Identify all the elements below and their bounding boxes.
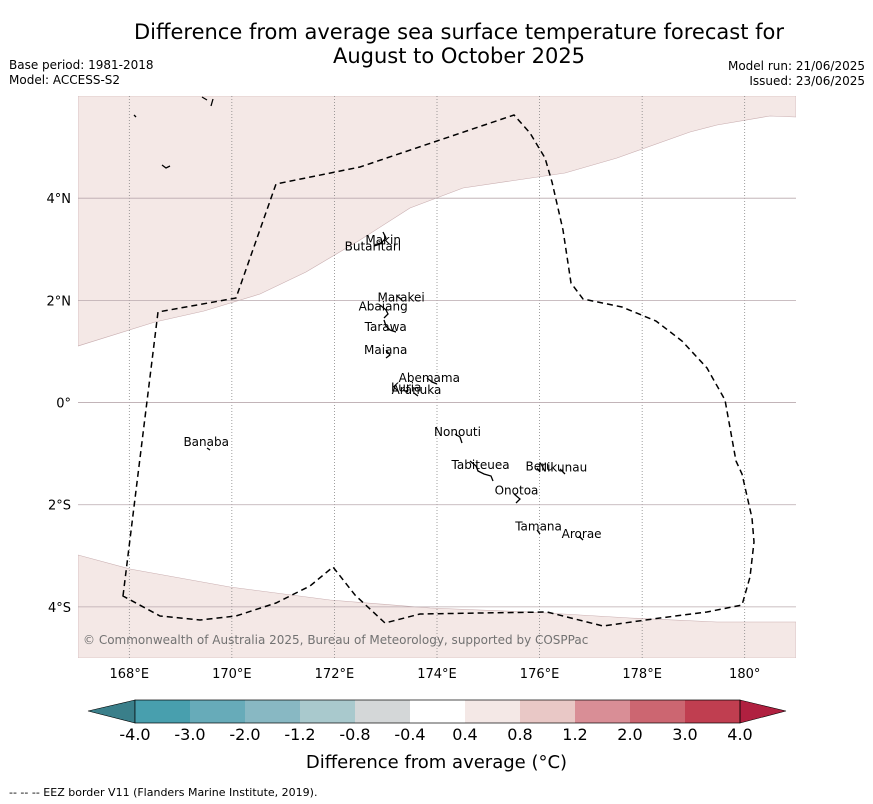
colorbar-tick-label: -0.8 [339,725,370,744]
colorbar-tick-label: -0.4 [394,725,425,744]
island-label: Abaiang [359,300,408,314]
island-label: Beru [525,459,553,473]
colorbar-bin [190,700,245,723]
lat-tick-label: 2°S [48,499,71,514]
island-label: Marakei [377,290,424,304]
colorbar-bin [135,700,190,723]
colorbar-bin [355,700,410,723]
lon-tick-label: 174°E [417,667,457,682]
island-label: Aranuka [392,383,442,397]
island-label: Tarawa [364,320,407,334]
warm-anomaly-region-north [78,96,796,347]
colorbar-tick-label: 2.0 [617,725,642,744]
issued-date: Issued: 23/06/2025 [749,74,865,88]
colorbar-bin [300,700,355,723]
colorbar-bin [520,700,575,723]
colorbar-outline [134,699,741,724]
island-label: Butaritari [345,239,402,253]
colorbar-tick-label: 1.2 [562,725,587,744]
colorbar-bin [410,700,465,723]
lon-tick-label: 178°E [622,667,662,682]
colorbar-tick-label: -4.0 [119,725,150,744]
colorbar: -4.0 -3.0 -2.0 -1.2 -0.8 -0.4 0.4 0.8 1.2 2.0 3.0 4… [87,699,787,744]
colorbar-tick-label: 3.0 [672,725,697,744]
colorbar-tick-label: -2.0 [229,725,260,744]
island-label: Nonouti [434,425,481,439]
colorbar-tick-label: 0.4 [452,725,477,744]
island-label: Abemama [399,371,460,385]
island-label: Nikunau [538,461,587,475]
island-label: Tamana [514,519,562,533]
island-label: Arorae [562,527,602,541]
colorbar-bin [465,700,520,723]
island-label: Tabiteuea [451,458,510,472]
colorbar-bin [575,700,630,723]
island-label: Makin [365,233,401,247]
eez-border [122,114,755,627]
lon-tick-label: 180° [729,667,760,682]
lon-tick-label: 170°E [212,667,252,682]
model-run: Model run: 21/06/2025 [727,59,865,73]
warm-anomaly-region-south [78,554,796,658]
lon-tick-label: 172°E [315,667,355,682]
title-line-1: Difference from average sea surface temp… [134,20,784,44]
base-period: Base period: 1981-2018 [9,58,154,72]
graticule [78,96,796,658]
axis-ticks: 168°E 170°E 172°E 174°E 176°E 178°E 180° 4°N 2°N… [47,192,761,682]
island-label: Maiana [364,343,407,357]
copyright-notice: © Commonwealth of Australia 2025, Bureau… [83,633,588,647]
lat-tick-label: 4°N [47,192,72,207]
chart-title: Difference from average sea surface temp… [0,20,873,68]
lat-tick-label: 4°S [48,601,71,616]
lat-tick-label: 0° [56,397,71,412]
lon-tick-label: 168°E [110,667,150,682]
colorbar-label: Difference from average (°C) [305,752,568,773]
colorbar-bin [630,700,685,723]
colorbar-bin [685,700,740,723]
lon-tick-label: 176°E [520,667,560,682]
island-label: Onotoa [495,484,539,498]
colorbar-bin [245,700,300,723]
colorbar-extend-high [739,699,787,724]
island-label: Kuria [391,380,422,394]
model-name: Model: ACCESS-S2 [9,73,121,87]
lat-tick-label: 2°N [47,294,72,309]
colorbar-tick-label: -3.0 [174,725,205,744]
meta-left: Base period: 1981-2018 Model: ACCESS-S2 [9,58,154,88]
island-coastlines [133,96,584,541]
colorbar-tick-label: 0.8 [507,725,532,744]
colorbar-tick-label: -1.2 [284,725,315,744]
colorbar-extend-low [87,699,136,724]
colorbar-tick-label: 4.0 [727,725,752,744]
title-line-2: August to October 2025 [332,44,586,68]
eez-footnote: -- -- -- EEZ border V11 (Flanders Marine… [9,786,318,799]
island-label: Banaba [183,435,229,449]
meta-right: Model run: 21/06/2025 Issued: 23/06/2025 [728,59,865,89]
